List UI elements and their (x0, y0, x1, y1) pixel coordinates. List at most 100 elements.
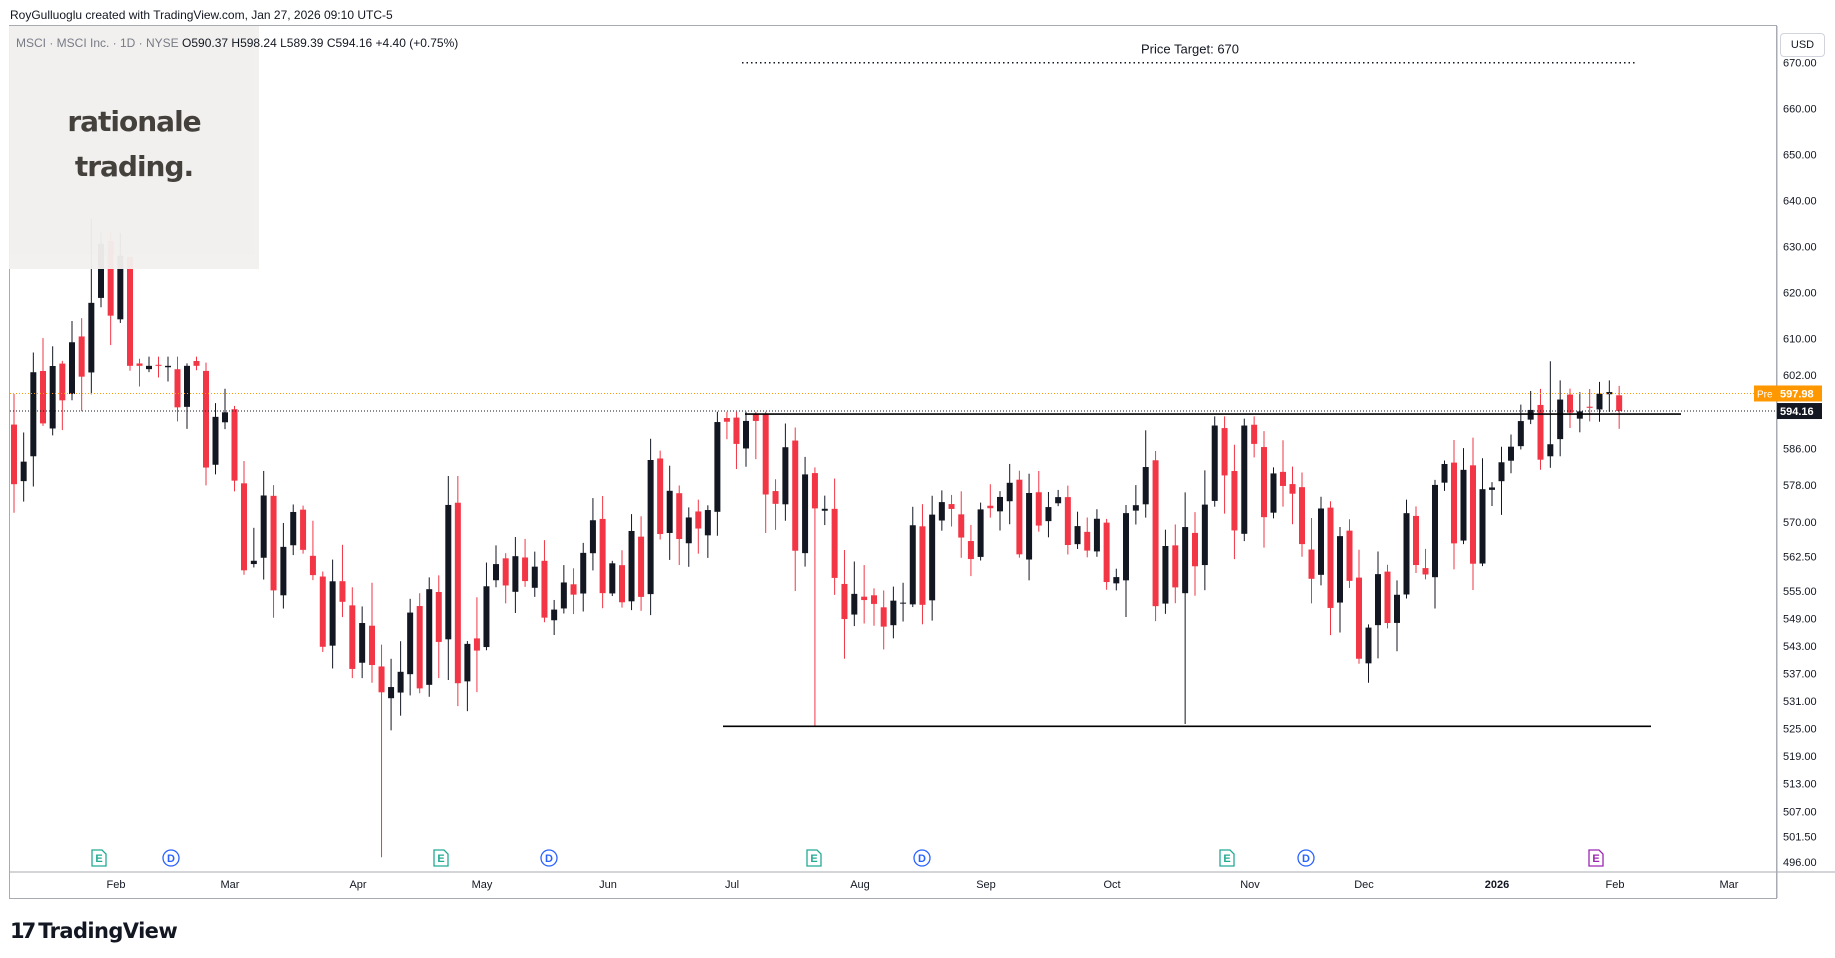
candle-body (1016, 479, 1023, 555)
y-tick-label: 586.00 (1783, 444, 1817, 456)
candle-body (1547, 444, 1554, 457)
candle-body (165, 365, 171, 368)
y-tick-label: 537.00 (1783, 669, 1817, 681)
candle-body (174, 369, 181, 408)
event-shape (91, 849, 107, 867)
y-tick-label: 570.00 (1783, 517, 1817, 529)
candle-body (1508, 446, 1514, 461)
candle-body (1318, 508, 1324, 575)
candle-body (1460, 469, 1467, 541)
candle-body (1251, 424, 1258, 444)
candle-body (752, 414, 759, 421)
candle-body (685, 517, 692, 544)
earnings-event-icon[interactable]: E (91, 849, 107, 867)
earnings-event-icon[interactable]: E (433, 849, 449, 867)
candle-body (1308, 549, 1315, 579)
candle-body (1327, 507, 1334, 608)
candle-body (1356, 577, 1362, 659)
earnings-event-icon[interactable]: E (1588, 849, 1604, 867)
x-tick-label: Feb (107, 879, 126, 891)
earnings-event-icon[interactable]: E (806, 849, 822, 867)
candle-body (1074, 526, 1081, 545)
earnings-event-icon[interactable]: E (1219, 849, 1235, 867)
dividend-event-icon[interactable]: D (540, 849, 558, 867)
candle-body (628, 530, 635, 602)
current-price-label: 594.16 (1780, 406, 1814, 418)
candle-body (309, 555, 316, 576)
candle-body (59, 363, 66, 401)
candle-body (203, 370, 209, 468)
candle-body (1576, 411, 1583, 419)
candle-body (300, 509, 307, 550)
candle-body (743, 420, 749, 449)
pre-market-tag-label: Pre (1757, 389, 1773, 400)
candle-body (1045, 507, 1052, 522)
candle-body (483, 586, 490, 648)
candle-body (1026, 493, 1033, 560)
candle-body (290, 511, 297, 546)
candle-body (938, 502, 945, 521)
y-tick-label: 501.50 (1783, 832, 1817, 844)
candle-body (704, 510, 711, 536)
candle-body (127, 256, 133, 366)
candles (11, 218, 1623, 858)
y-tick-label: 620.00 (1783, 287, 1817, 299)
candle-body (1261, 447, 1267, 518)
candle-body (666, 490, 673, 533)
symbol-name[interactable]: MSCI · MSCI Inc. · 1D · NYSE (16, 36, 179, 50)
x-tick-label: Jun (599, 879, 617, 891)
candle-body (241, 483, 247, 571)
x-tick-label: Sep (976, 879, 996, 891)
event-letter: D (545, 853, 553, 865)
event-shape (913, 849, 931, 867)
candle-body (1498, 462, 1505, 482)
candle-body (146, 365, 152, 370)
candle-body (212, 416, 219, 465)
candle-body (1084, 531, 1091, 551)
dividend-event-icon[interactable]: D (162, 849, 180, 867)
candle-body (319, 576, 326, 647)
candle-body (1394, 594, 1400, 623)
current-price-tag (1777, 403, 1822, 420)
candle-body (339, 581, 346, 602)
candle-body (522, 557, 529, 582)
currency-button[interactable]: USD (1780, 33, 1825, 57)
candle-body (1616, 395, 1623, 412)
candle-body (580, 552, 587, 594)
candle-body (1557, 399, 1564, 440)
dividend-event-icon[interactable]: D (913, 849, 931, 867)
ohlc-values: O590.37 H598.24 L589.39 C594.16 (182, 36, 373, 50)
candle-body (1035, 492, 1042, 526)
event-shape (540, 849, 558, 867)
candle-body (1132, 505, 1139, 511)
candle-body (1441, 463, 1448, 483)
pre-market-tag (1754, 385, 1822, 402)
dividend-event-icon[interactable]: D (1297, 849, 1315, 867)
candle-body (1489, 487, 1495, 490)
symbol-legend[interactable]: MSCI · MSCI Inc. · 1D · NYSE O590.37 H59… (16, 36, 458, 50)
candle-body (609, 563, 616, 594)
candle-body (880, 607, 887, 627)
candle-body (1093, 518, 1100, 552)
x-tick-label: Feb (1606, 879, 1625, 891)
candle-body (772, 491, 779, 504)
candle-body (948, 504, 955, 509)
candle-body (1211, 425, 1218, 501)
candle-body (1567, 394, 1573, 413)
candle-body (349, 605, 356, 669)
event-letter: E (1592, 853, 1599, 865)
tradingview-brand[interactable]: 17 TradingView (10, 919, 178, 943)
y-tick-label: 578.00 (1783, 480, 1817, 492)
x-tick-label: May (472, 879, 493, 891)
event-letter: E (437, 853, 444, 865)
chart-credit: RoyGulluoglu created with TradingView.co… (10, 8, 393, 22)
candle-body (136, 363, 143, 366)
candle-body (1479, 489, 1486, 564)
candle-body (1289, 484, 1296, 494)
candle-body (1006, 482, 1013, 502)
candle-body (426, 589, 433, 685)
candle-body (589, 520, 596, 554)
x-tick-label: Jul (725, 879, 739, 891)
candle-body (909, 525, 916, 605)
